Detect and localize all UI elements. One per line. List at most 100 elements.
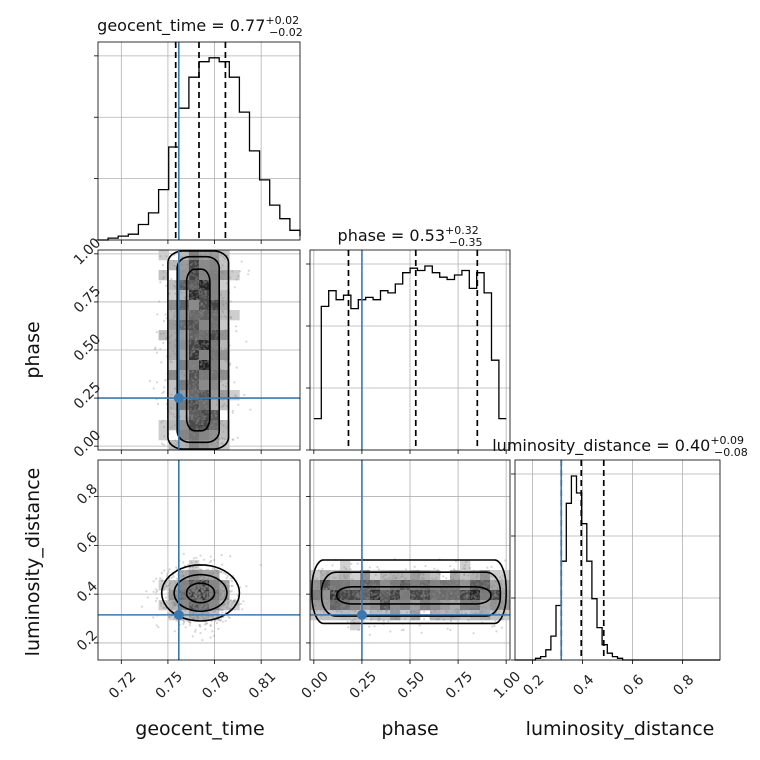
sample-point xyxy=(202,279,205,283)
sample-point xyxy=(192,325,195,328)
sample-point xyxy=(199,411,202,414)
sample-point xyxy=(221,310,224,313)
sample-point xyxy=(380,610,383,613)
sample-point xyxy=(193,592,196,595)
density-cell xyxy=(178,270,190,281)
sample-point xyxy=(195,372,198,375)
sample-point xyxy=(199,568,202,572)
density-cell xyxy=(219,350,230,361)
sample-point xyxy=(191,590,194,593)
sample-point xyxy=(192,370,195,374)
sample-point xyxy=(456,591,460,594)
sample-point xyxy=(201,260,204,263)
sample-point xyxy=(180,287,184,291)
sample-point xyxy=(192,589,195,593)
sample-point xyxy=(204,394,207,397)
sample-point xyxy=(205,368,208,371)
sample-point xyxy=(202,279,205,282)
sample-point xyxy=(189,409,192,412)
density-cell xyxy=(178,570,190,581)
sample-point xyxy=(183,322,186,325)
sample-point xyxy=(221,620,224,623)
sample-point xyxy=(192,347,195,350)
sample-point xyxy=(187,265,190,268)
sample-point xyxy=(205,597,208,600)
sample-point xyxy=(197,280,200,283)
sample-point xyxy=(182,431,185,434)
sample-point xyxy=(199,437,203,440)
sample-point xyxy=(213,389,216,392)
sample-point xyxy=(199,427,202,430)
sample-point xyxy=(314,580,318,583)
sample-point xyxy=(191,570,194,573)
sample-point xyxy=(481,599,484,602)
sample-point xyxy=(176,577,179,580)
sample-point xyxy=(202,595,205,598)
density-cell xyxy=(158,420,169,431)
sample-point xyxy=(377,568,380,571)
sample-point xyxy=(204,291,207,295)
sample-point xyxy=(198,587,201,590)
sample-point xyxy=(212,275,215,278)
density-cell xyxy=(188,400,200,411)
sample-point xyxy=(182,620,185,623)
sample-point xyxy=(218,607,221,610)
sample-point xyxy=(189,286,192,289)
sample-point xyxy=(417,608,420,612)
sample-point xyxy=(188,310,191,313)
sample-point xyxy=(173,313,176,316)
sample-point xyxy=(391,596,394,599)
sample-point xyxy=(230,604,233,607)
sample-point xyxy=(210,594,213,597)
sample-point xyxy=(203,304,206,307)
sample-point xyxy=(215,592,219,596)
sample-point xyxy=(332,576,335,579)
sample-point xyxy=(190,351,194,354)
density-cell xyxy=(178,360,190,371)
sample-point xyxy=(174,299,177,302)
sample-point xyxy=(193,286,196,289)
density-cell xyxy=(178,260,190,271)
sample-point xyxy=(189,314,192,317)
sample-point xyxy=(418,624,421,627)
sample-point xyxy=(194,262,197,265)
sample-point xyxy=(191,378,194,382)
sample-point xyxy=(185,580,188,583)
sample-point xyxy=(449,588,452,591)
sample-point xyxy=(189,593,192,597)
sample-point xyxy=(212,314,215,317)
sample-point xyxy=(445,577,448,580)
sample-point xyxy=(186,434,189,437)
sample-point xyxy=(404,568,407,571)
sample-point xyxy=(192,345,195,348)
sample-point xyxy=(214,598,217,601)
sample-point xyxy=(215,321,218,324)
sample-point xyxy=(198,586,201,590)
sample-point xyxy=(201,585,204,588)
sample-point xyxy=(203,366,206,369)
sample-point xyxy=(223,592,227,595)
sample-point xyxy=(410,588,413,591)
sample-point xyxy=(201,386,204,390)
sample-point xyxy=(396,591,399,595)
density-cell xyxy=(209,410,220,421)
sample-point xyxy=(183,374,186,377)
sample-point xyxy=(500,583,503,586)
sample-point xyxy=(215,598,218,601)
sample-point xyxy=(201,588,204,591)
sample-point xyxy=(195,348,198,351)
sample-point xyxy=(230,316,233,319)
sample-point xyxy=(493,580,496,583)
sample-point xyxy=(219,609,222,612)
sample-point xyxy=(174,315,177,318)
sample-point xyxy=(181,600,184,603)
sample-point xyxy=(374,573,377,577)
sample-point xyxy=(201,257,204,260)
sample-point xyxy=(354,595,357,599)
sample-point xyxy=(496,587,499,590)
density-cell xyxy=(199,260,210,271)
sample-point xyxy=(207,593,210,597)
sample-point xyxy=(195,399,198,402)
sample-point xyxy=(162,588,165,591)
sample-point xyxy=(219,594,222,597)
